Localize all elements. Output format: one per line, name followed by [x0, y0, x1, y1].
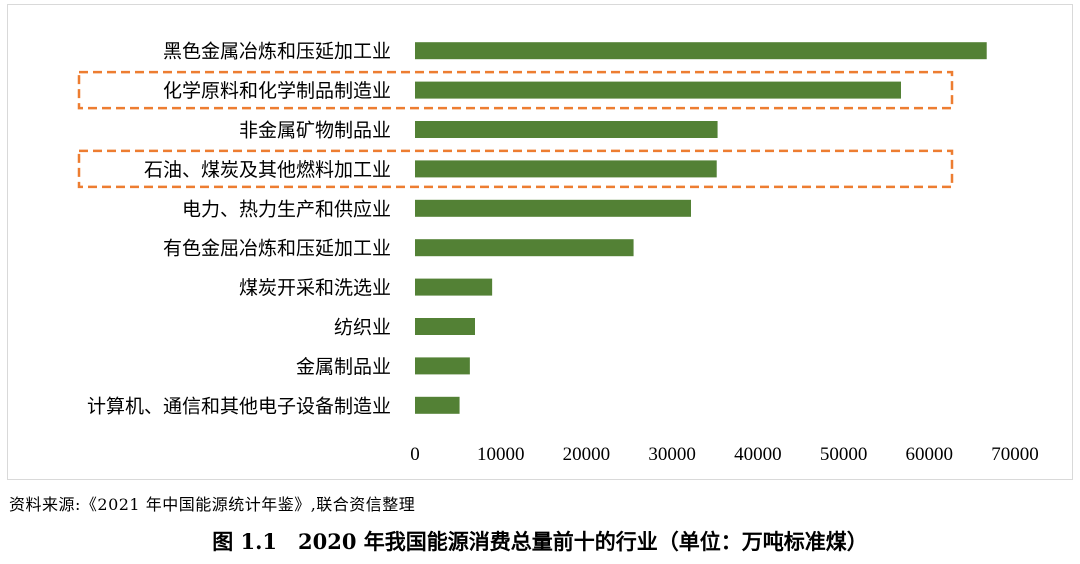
- figure-caption: 图 1.1 2020 年我国能源消费总量前十的行业（单位：万吨标准煤）: [212, 529, 868, 554]
- x-tick-label: 30000: [648, 444, 696, 465]
- category-label: 纺织业: [334, 317, 391, 339]
- x-tick-label: 0: [410, 444, 420, 465]
- source-note: 资料来源:《2021 年中国能源统计年鉴》,联合资信整理: [9, 495, 416, 514]
- bar: [415, 318, 475, 335]
- category-label: 有色金屈冶炼和压延加工业: [163, 238, 391, 260]
- x-tick-label: 70000: [991, 444, 1039, 465]
- category-label: 化学原料和化学制品制造业: [163, 80, 391, 102]
- highlight-box: [77, 149, 954, 189]
- x-tick-label: 50000: [820, 444, 868, 465]
- bar: [415, 81, 901, 99]
- bar: [415, 42, 987, 60]
- category-label: 金属制品业: [296, 356, 391, 378]
- category-label: 非金属矿物制品业: [239, 120, 391, 142]
- bar-chart: 黑色金属冶炼和压延加工业化学原料和化学制品制造业非金属矿物制品业石油、煤炭及其他…: [77, 41, 1039, 465]
- x-tick-label: 60000: [906, 444, 954, 465]
- bar: [415, 121, 718, 138]
- category-label: 煤炭开采和洗选业: [239, 277, 391, 299]
- x-tick-label: 10000: [477, 444, 525, 465]
- bar: [415, 396, 460, 414]
- category-label: 计算机、通信和其他电子设备制造业: [87, 395, 391, 417]
- bar: [415, 160, 717, 178]
- bar: [415, 239, 634, 257]
- highlight-box: [77, 70, 954, 110]
- bar: [415, 278, 493, 296]
- x-tick-label: 20000: [563, 444, 611, 465]
- bar: [415, 357, 470, 375]
- category-label: 黑色金属冶炼和压延加工业: [163, 41, 391, 63]
- x-tick-label: 40000: [734, 444, 782, 465]
- category-label: 电力、热力生产和供应业: [182, 198, 391, 220]
- category-label: 石油、煤炭及其他燃料加工业: [144, 159, 391, 181]
- bar: [415, 199, 691, 217]
